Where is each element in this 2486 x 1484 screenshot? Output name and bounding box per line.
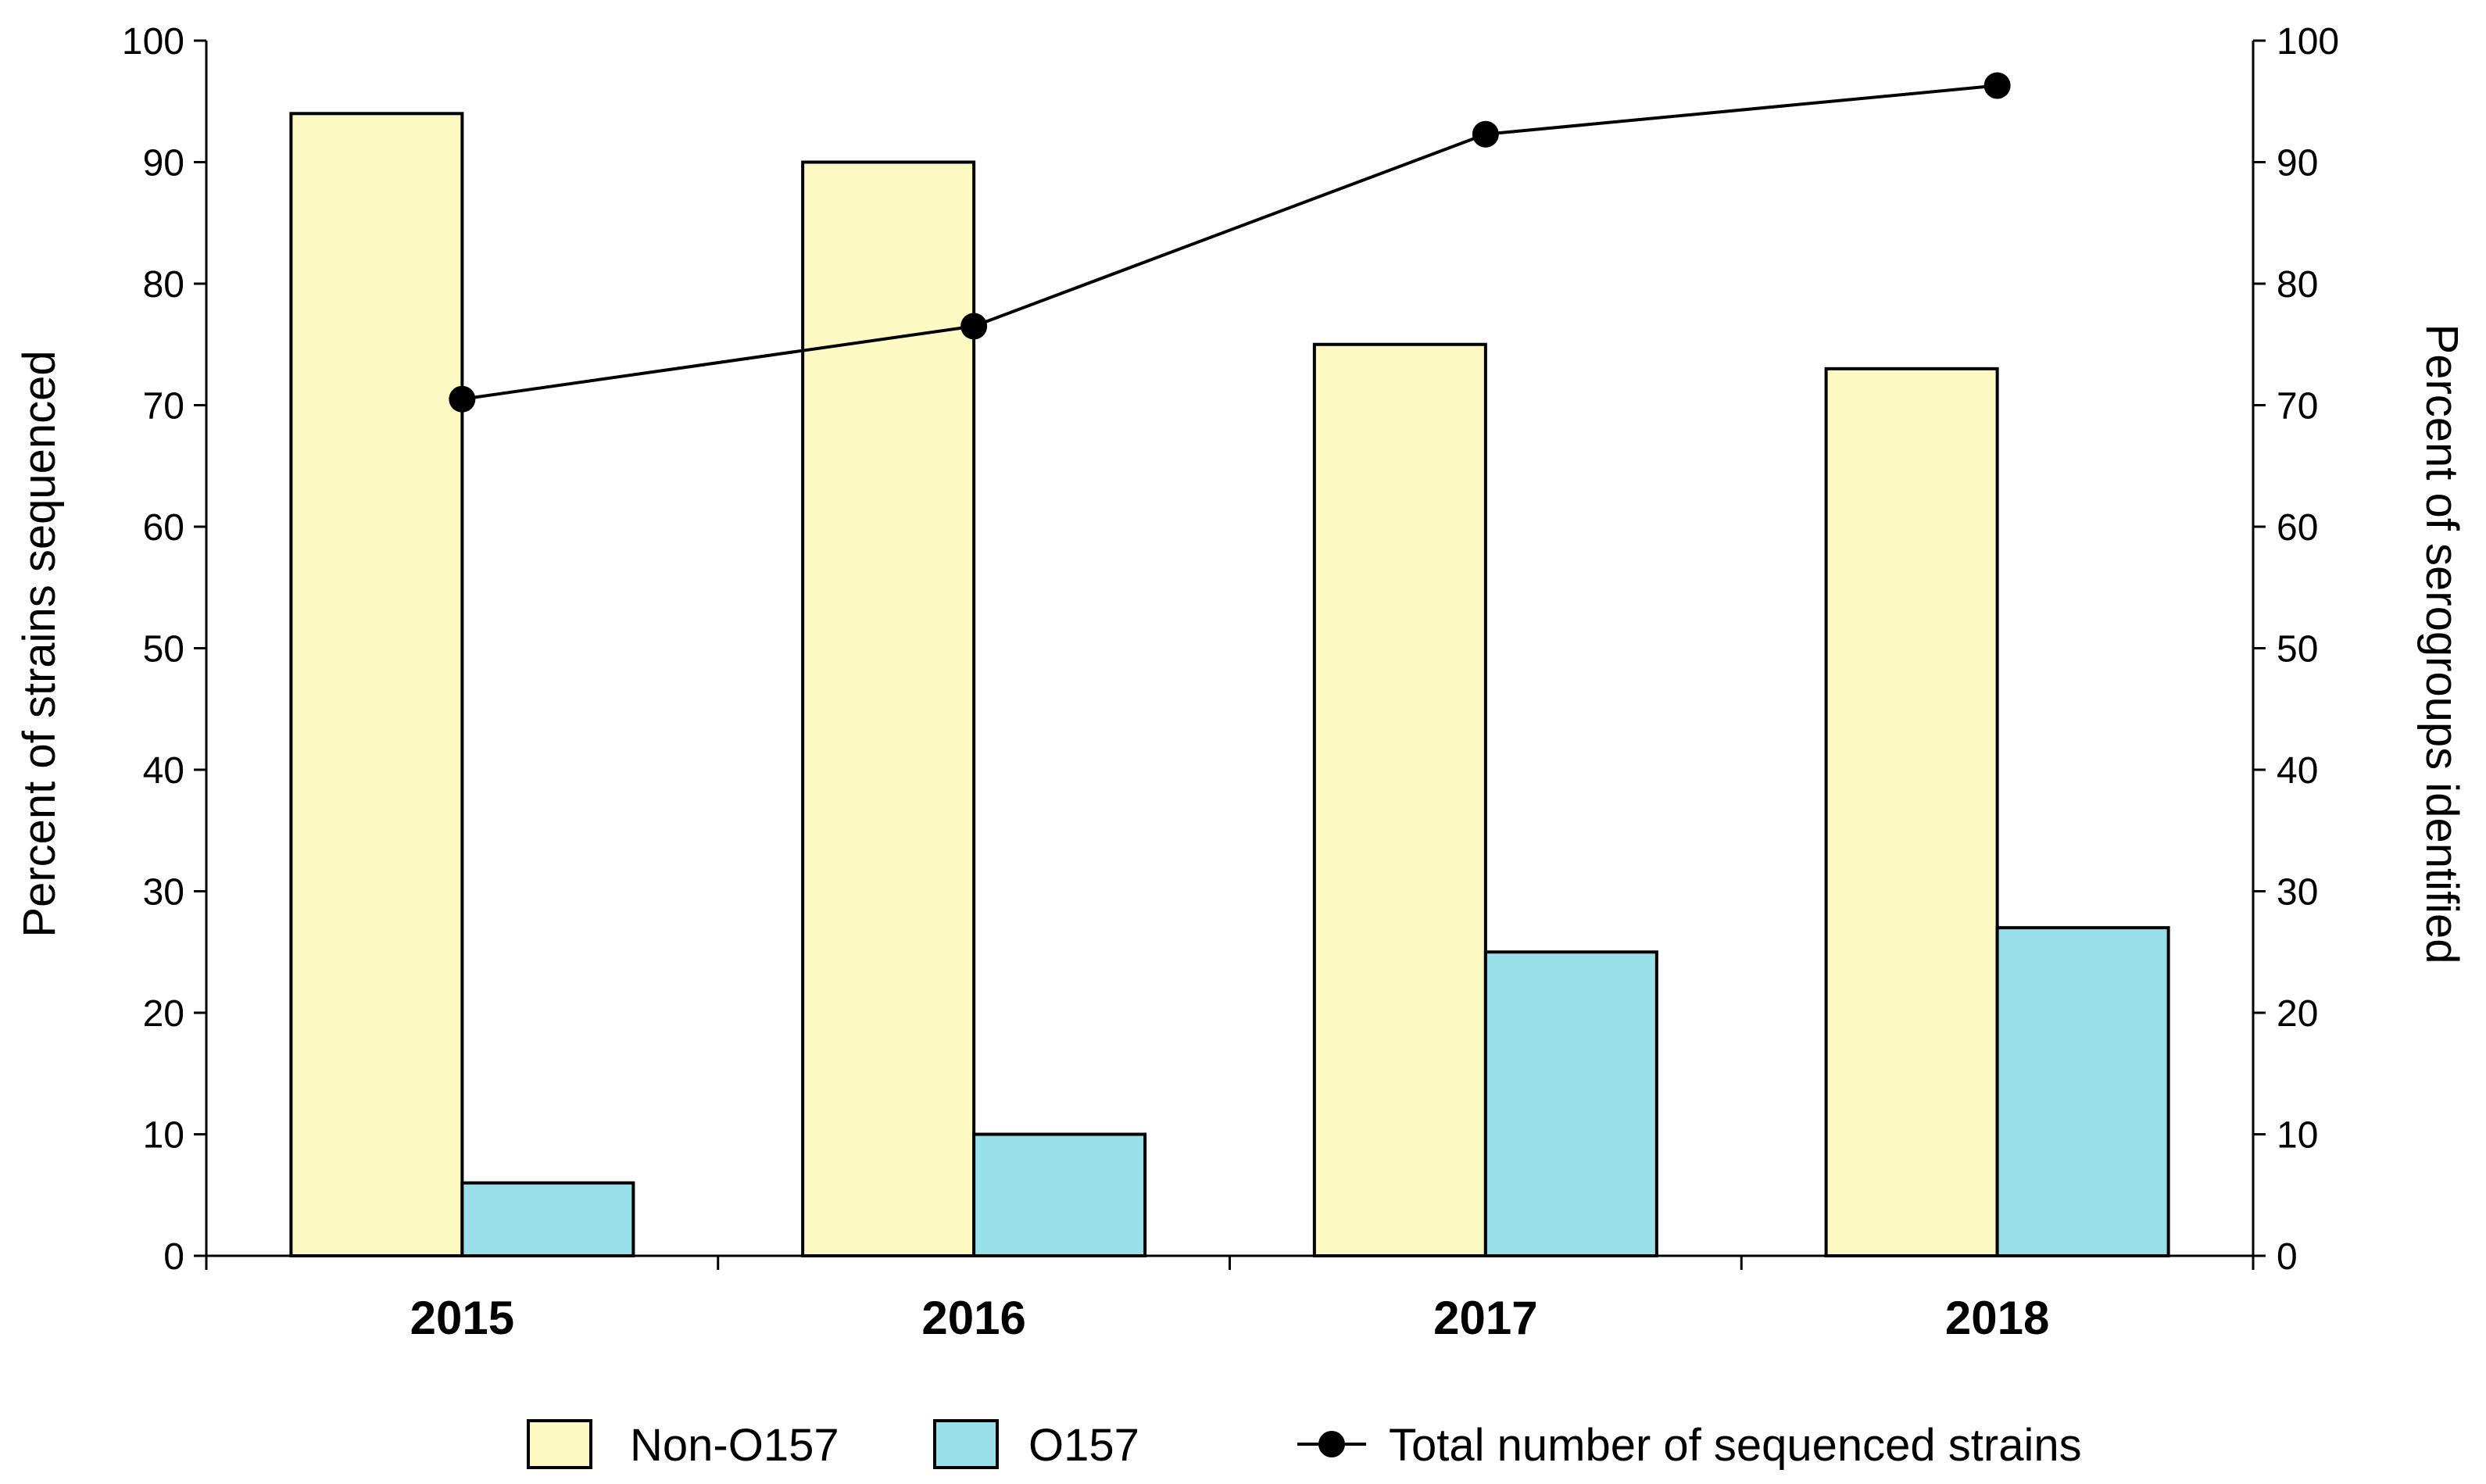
- x-tick-label-2018: 2018: [1945, 1292, 2049, 1344]
- point-total-number-of-sequenced-strains-2015: [449, 385, 476, 413]
- left-tick-label-60: 60: [143, 507, 184, 549]
- bar-non-o157-2018: [1824, 367, 1999, 1258]
- line-layer: [449, 72, 2011, 413]
- x-tick-label-2015: 2015: [410, 1292, 514, 1344]
- point-total-number-of-sequenced-strains-2017: [1472, 120, 1499, 148]
- bar-o157-2015: [460, 1181, 635, 1257]
- right-tick-label-80: 80: [2277, 264, 2318, 306]
- right-tick-label-90: 90: [2277, 143, 2318, 184]
- right-axis-title: Percent of serogroups identified: [2416, 324, 2467, 964]
- bar-o157-2018: [1995, 926, 2170, 1258]
- right-tick-label-50: 50: [2277, 629, 2318, 670]
- left-tick-label-40: 40: [143, 750, 184, 792]
- bars-layer: [289, 112, 2170, 1258]
- axes-layer: 0 0 10 10 20 20 30 30 40 40 50 50 60 60 70 70 80 80 90 90 10…: [122, 21, 2339, 1344]
- left-tick-label-50: 50: [143, 629, 184, 670]
- left-tick-label-90: 90: [143, 143, 184, 184]
- legend-label-non-o157: Non-O157: [630, 1420, 839, 1471]
- x-tick-label-2017: 2017: [1433, 1292, 1537, 1344]
- left-tick-label-80: 80: [143, 264, 184, 306]
- right-tick-label-60: 60: [2277, 507, 2318, 549]
- bar-o157-2017: [1483, 950, 1658, 1257]
- right-tick-label-0: 0: [2277, 1236, 2298, 1278]
- left-tick-label-0: 0: [163, 1236, 184, 1278]
- bar-non-o157-2016: [801, 160, 976, 1257]
- right-tick-label-10: 10: [2277, 1115, 2318, 1157]
- left-tick-label-10: 10: [143, 1115, 184, 1157]
- right-tick-label-100: 100: [2277, 21, 2339, 63]
- right-tick-label-40: 40: [2277, 750, 2318, 792]
- bar-non-o157-2017: [1312, 342, 1487, 1257]
- left-tick-label-30: 30: [143, 872, 184, 914]
- x-tick-label-2016: 2016: [921, 1292, 1025, 1344]
- right-tick-label-70: 70: [2277, 386, 2318, 427]
- right-tick-label-20: 20: [2277, 993, 2318, 1035]
- left-tick-label-20: 20: [143, 993, 184, 1035]
- point-total-number-of-sequenced-strains-2018: [1983, 72, 2011, 99]
- bar-non-o157-2015: [289, 112, 464, 1257]
- legend-label-o157: O157: [1028, 1420, 1139, 1471]
- legend-item-total: Total number of sequenced strains: [1297, 1420, 2082, 1471]
- legend-item-o157: O157: [933, 1419, 1139, 1471]
- legend-marker-total: [1318, 1431, 1345, 1457]
- left-tick-label-70: 70: [143, 386, 184, 427]
- right-tick-label-30: 30: [2277, 872, 2318, 914]
- bar-o157-2016: [972, 1132, 1147, 1257]
- line-total-number-of-sequenced-strains: [462, 84, 1998, 401]
- legend-swatch-o157: [933, 1419, 999, 1469]
- left-axis-title: Percent of strains sequenced: [14, 350, 65, 937]
- point-total-number-of-sequenced-strains-2016: [960, 313, 988, 340]
- legend: Non-O157 O157 Total number of sequenced …: [527, 1419, 2082, 1471]
- legend-label-total: Total number of sequenced strains: [1389, 1420, 2082, 1471]
- legend-swatch-non-o157: [527, 1419, 592, 1469]
- legend-item-non-o157: Non-O157: [527, 1419, 839, 1471]
- left-tick-label-100: 100: [122, 21, 184, 63]
